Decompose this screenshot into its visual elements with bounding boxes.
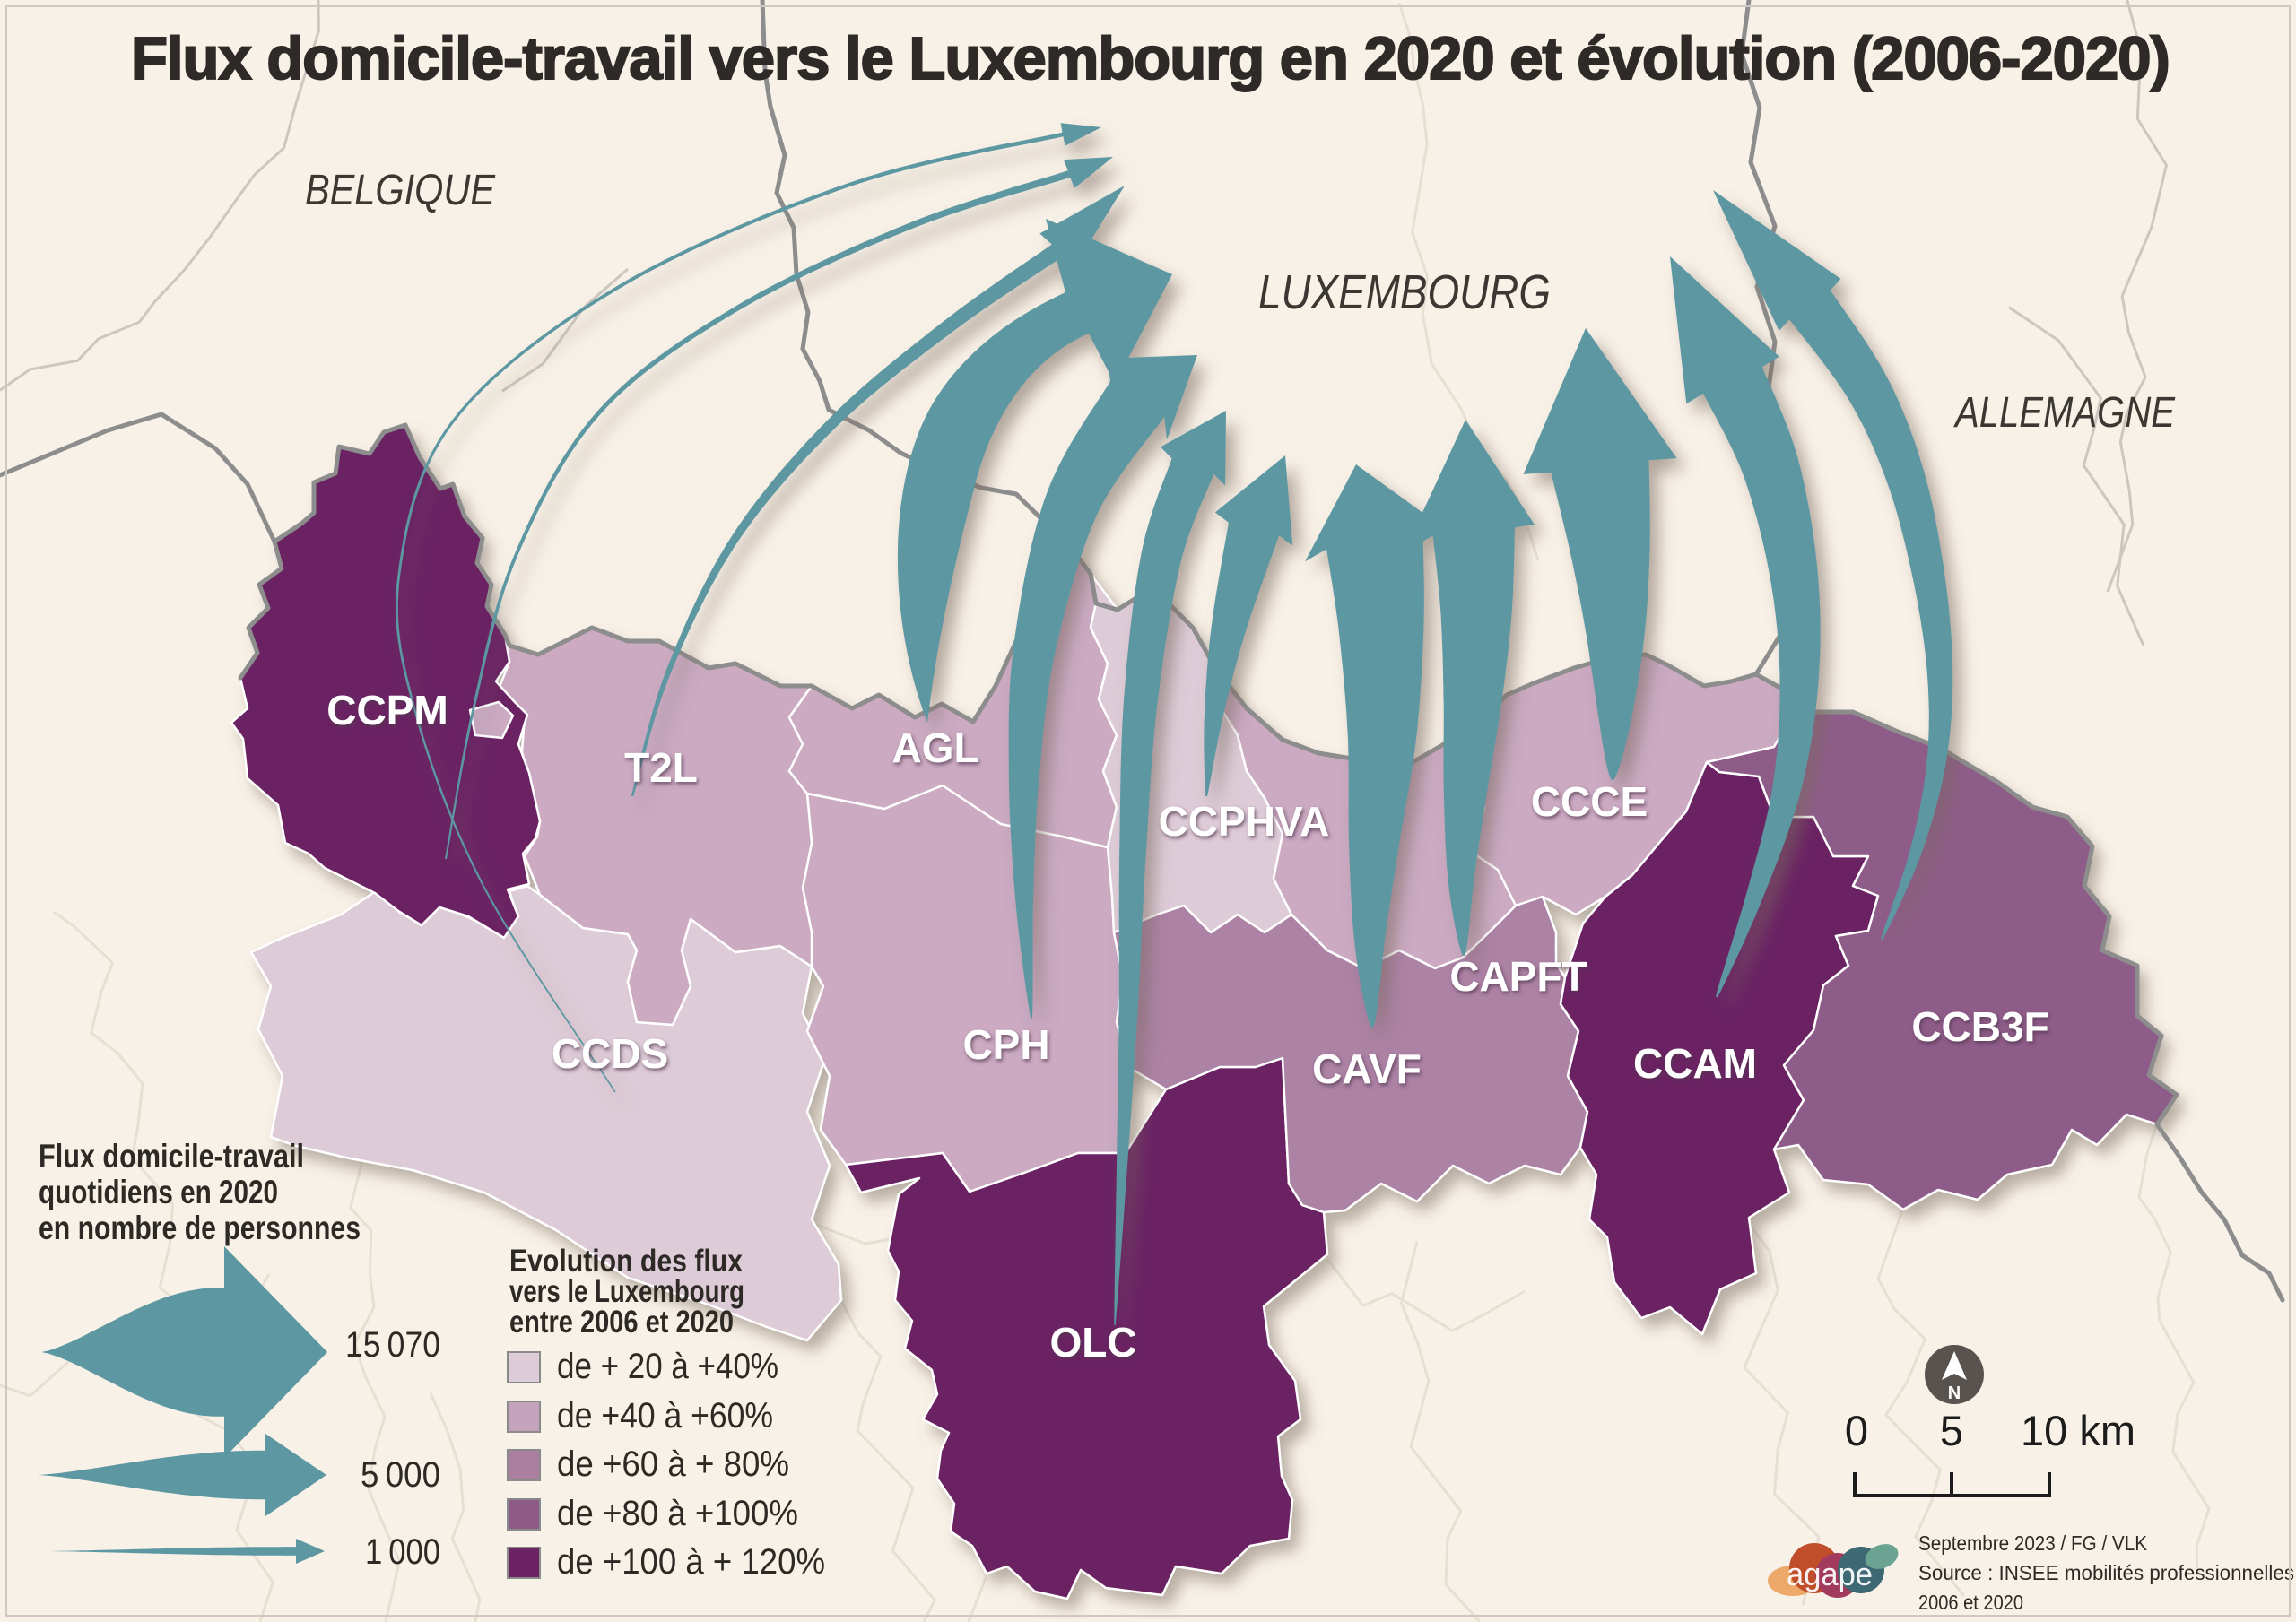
svg-text:CAVF: CAVF — [1312, 1045, 1422, 1092]
svg-text:15 070: 15 070 — [345, 1325, 440, 1365]
svg-text:de +40 à +60%: de +40 à +60% — [557, 1396, 773, 1436]
svg-text:5 000: 5 000 — [361, 1455, 440, 1495]
svg-text:CCCE: CCCE — [1531, 778, 1648, 825]
svg-text:CCB3F: CCB3F — [1911, 1003, 2048, 1050]
svg-text:Source : INSEE mobilités profe: Source : INSEE mobilités professionnelle… — [1918, 1561, 2294, 1584]
svg-text:Flux domicile-travail: Flux domicile-travail — [39, 1138, 304, 1175]
svg-text:CCDS: CCDS — [552, 1030, 668, 1077]
svg-text:agape: agape — [1787, 1556, 1873, 1592]
svg-text:OLC: OLC — [1049, 1319, 1136, 1366]
svg-text:1 000: 1 000 — [365, 1532, 440, 1572]
svg-text:de +80 à +100%: de +80 à +100% — [557, 1494, 798, 1533]
svg-text:CCAM: CCAM — [1633, 1040, 1757, 1087]
svg-text:entre 2006 et 2020: entre 2006 et 2020 — [509, 1305, 734, 1340]
svg-text:de + 20 à +40%: de + 20 à +40% — [557, 1347, 778, 1386]
svg-text:en nombre de personnes: en nombre de personnes — [39, 1210, 361, 1246]
svg-text:Evolution des flux: Evolution des flux — [509, 1244, 743, 1279]
svg-text:LUXEMBOURG: LUXEMBOURG — [1258, 265, 1551, 319]
svg-text:ALLEMAGNE: ALLEMAGNE — [1952, 389, 2175, 437]
svg-text:CAPFT: CAPFT — [1449, 953, 1587, 1000]
svg-text:5: 5 — [1940, 1407, 1963, 1454]
svg-text:N: N — [1948, 1383, 1961, 1403]
svg-text:Septembre 2023 / FG / VLK: Septembre 2023 / FG / VLK — [1918, 1531, 2148, 1555]
svg-text:CCPM: CCPM — [326, 687, 448, 733]
svg-text:2006 et 2020: 2006 et 2020 — [1918, 1591, 2023, 1614]
svg-text:AGL: AGL — [891, 724, 978, 771]
svg-text:0: 0 — [1845, 1407, 1868, 1454]
svg-text:de +100 à + 120%: de +100 à + 120% — [557, 1542, 825, 1582]
svg-text:de +60 à + 80%: de +60 à + 80% — [557, 1444, 789, 1484]
svg-text:CPH: CPH — [962, 1021, 1049, 1068]
svg-text:quotidiens en 2020: quotidiens en 2020 — [39, 1174, 278, 1210]
svg-text:vers le Luxembourg: vers le Luxembourg — [509, 1274, 744, 1309]
svg-text:BELGIQUE: BELGIQUE — [305, 167, 496, 214]
svg-text:T2L: T2L — [624, 744, 698, 791]
svg-text:10 km: 10 km — [2021, 1407, 2135, 1454]
svg-text:CCPHVA: CCPHVA — [1159, 798, 1330, 845]
